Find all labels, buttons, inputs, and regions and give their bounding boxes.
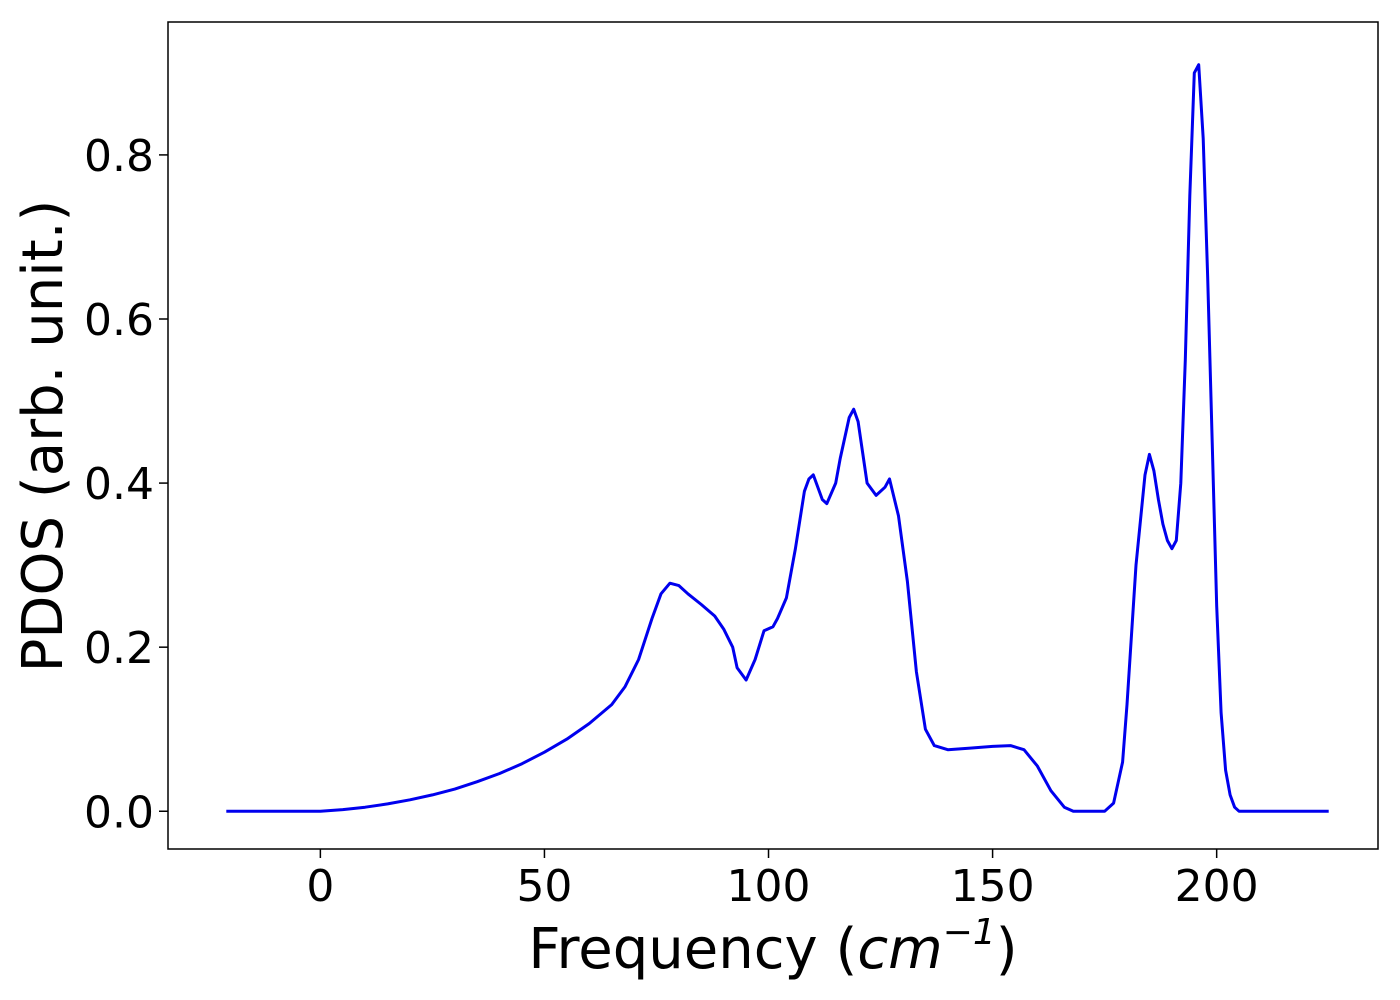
x-tick-label: 200 <box>1175 861 1259 912</box>
pdos-series-line <box>226 63 1329 813</box>
x-axis-label-text: Frequency ( <box>528 917 857 982</box>
y-tick-label: 0.2 <box>84 623 154 674</box>
plot-frame <box>167 21 1379 850</box>
y-axis-ticks: 0.0 0.2 0.4 0.6 0.8 <box>84 131 168 838</box>
x-axis-label-math-base: cm <box>857 917 942 982</box>
x-axis-label-math-sup: −1 <box>943 912 996 953</box>
x-axis-label-close: ) <box>996 917 1018 982</box>
y-tick-label: 0.8 <box>84 131 154 182</box>
x-axis-ticks: 0 50 100 150 200 <box>306 849 1259 912</box>
x-tick-label: 50 <box>516 861 572 912</box>
y-tick-label: 0.0 <box>84 787 154 838</box>
x-axis-label: Frequency (cm−1) <box>528 912 1017 982</box>
x-tick-label: 100 <box>727 861 811 912</box>
plot-layer <box>226 63 1329 813</box>
y-tick-label: 0.4 <box>84 459 154 510</box>
y-axis-label: PDOS (arb. unit.) <box>11 200 76 673</box>
y-tick-label: 0.6 <box>84 295 154 346</box>
x-tick-label: 0 <box>306 861 334 912</box>
x-tick-label: 150 <box>951 861 1035 912</box>
